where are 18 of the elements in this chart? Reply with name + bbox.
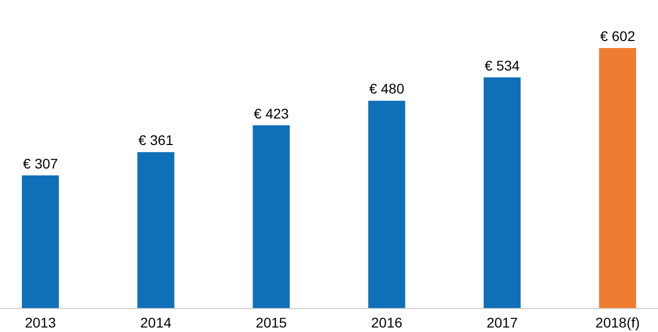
bar <box>599 48 636 308</box>
x-tick-label: 2013 <box>24 314 56 330</box>
data-label: € 307 <box>22 155 58 172</box>
bar <box>368 100 406 308</box>
bar <box>252 125 290 308</box>
data-label: € 423 <box>254 105 290 122</box>
x-tick-label: 2017 <box>486 314 518 330</box>
x-tick-label: 2015 <box>256 314 288 330</box>
data-label: € 361 <box>138 132 174 148</box>
x-tick-label: 2014 <box>140 314 172 330</box>
data-label: € 534 <box>484 57 520 74</box>
data-label: € 602 <box>600 28 636 44</box>
x-tick-label: 2018(f) <box>595 314 640 330</box>
x-tick-label: 2016 <box>371 314 402 330</box>
bar <box>137 152 174 308</box>
bar <box>22 175 59 308</box>
data-label: € 480 <box>369 80 404 97</box>
bar <box>484 77 521 308</box>
